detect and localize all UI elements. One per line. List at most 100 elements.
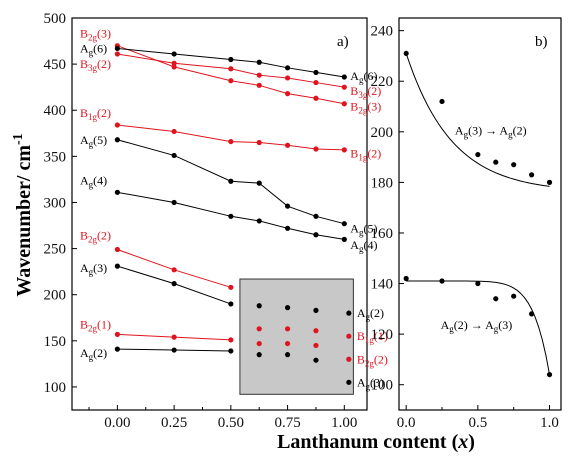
x-tick-label: 1.0: [540, 415, 559, 431]
x-tick-label: 0.25: [161, 415, 187, 431]
data-point: [171, 281, 177, 287]
y-tick-label: 250: [44, 242, 67, 258]
data-point: [529, 172, 535, 178]
data-point: [171, 267, 177, 273]
panel-a: 100 150 200 250 300 350 400 450 500 0.00 0.25 0.50 0…: [44, 11, 388, 431]
y-tick-label: 160: [371, 226, 394, 242]
y-tick-label: 220: [371, 74, 394, 90]
data-point: [171, 64, 177, 70]
inset-point: [256, 352, 262, 358]
data-point: [493, 296, 499, 302]
series-label-left: B3g(2): [80, 57, 111, 73]
inset-point: [313, 328, 319, 334]
series-label-left: Ag(4): [80, 173, 107, 189]
x-tick-label: 0.5: [468, 415, 487, 431]
transition-annotation: Ag(3) → Ag(2): [455, 123, 527, 139]
series-label-left: B1g(2): [80, 106, 111, 122]
legend-label: Ag(2): [357, 306, 384, 322]
inset-point: [313, 357, 319, 363]
data-point: [228, 78, 234, 84]
data-point: [228, 56, 234, 63]
y-tick-label: 100: [371, 378, 394, 394]
y-tick-label: 200: [44, 288, 67, 304]
data-point: [228, 213, 234, 219]
data-point: [546, 371, 553, 378]
data-point: [403, 50, 409, 57]
data-point: [256, 180, 262, 186]
series-label-left: B2g(2): [80, 229, 111, 245]
data-point: [341, 84, 347, 90]
panel-a-label: a): [337, 34, 349, 50]
y-tick-label: 400: [44, 103, 67, 119]
data-point: [475, 151, 481, 158]
data-point: [171, 334, 177, 340]
x-tick-label: 0.00: [104, 415, 130, 431]
data-point: [228, 284, 234, 290]
data-point: [228, 138, 234, 145]
y-tick-label: 200: [371, 125, 394, 141]
panel-b: 100 120 140 160 180 200 220 240 0.0 0.5 1.0 b) Ag(3)…: [371, 17, 562, 431]
data-point: [313, 69, 319, 76]
x-tick-label: 0.75: [274, 415, 300, 431]
series-line: [117, 124, 345, 151]
inset-point: [284, 305, 291, 311]
series-label-left: B2g(1): [80, 317, 111, 333]
data-point: [313, 79, 319, 86]
data-point: [228, 178, 234, 184]
data-point: [171, 152, 177, 159]
legend-marker: [346, 379, 352, 385]
inset-point: [313, 342, 319, 349]
data-point: [284, 91, 291, 97]
data-point: [475, 280, 481, 287]
series-label-left: Ag(6): [80, 41, 107, 57]
data-point: [256, 139, 262, 146]
x-tick-label: 0.50: [218, 415, 244, 431]
panel-a-frame: [71, 17, 368, 411]
data-point: [284, 75, 291, 81]
data-point: [284, 65, 291, 71]
data-point: [341, 101, 347, 107]
y-tick-label: 450: [44, 57, 67, 73]
data-point: [256, 82, 262, 88]
x-tick-label: 0.0: [397, 415, 416, 431]
legend-marker: [346, 356, 352, 362]
series-label-left: Ag(3): [80, 261, 107, 277]
data-point: [171, 60, 177, 66]
panel-b-label: b): [535, 34, 548, 50]
y-tick-label: 120: [371, 327, 394, 343]
series-label-right: Ag(4): [350, 238, 377, 254]
series-label-left: B2g(3): [80, 27, 111, 43]
series-label-left: Ag(5): [80, 133, 107, 149]
inset-box: [239, 278, 354, 395]
data-point: [313, 95, 319, 101]
legend-marker: [346, 310, 352, 316]
data-point: [511, 293, 517, 299]
data-point: [228, 337, 234, 343]
data-point: [341, 236, 347, 242]
transition-annotation: Ag(2) → Ag(3): [441, 318, 513, 334]
x-axis-title: Lanthanum content (x): [277, 431, 475, 453]
y-tick-label: 240: [371, 24, 394, 40]
data-point: [256, 59, 262, 65]
data-point: [403, 275, 409, 282]
data-point: [313, 213, 319, 219]
y-tick-label: 350: [44, 149, 67, 165]
legend-label: B2g(2): [357, 352, 388, 368]
inset-point: [284, 340, 291, 347]
data-point: [439, 98, 445, 105]
data-point: [284, 203, 291, 209]
data-point: [228, 348, 234, 354]
data-point: [114, 122, 120, 128]
inset-point: [256, 326, 262, 332]
data-point: [114, 246, 120, 253]
inset-point: [284, 352, 291, 358]
data-point: [228, 66, 234, 72]
series-label-right: B1g(2): [350, 147, 381, 163]
data-point: [341, 221, 347, 227]
legend-marker: [346, 333, 352, 339]
inset-point: [256, 340, 262, 347]
legend-label: Ag(3): [357, 375, 384, 391]
y-tick-label: 300: [44, 195, 67, 211]
data-point: [114, 346, 120, 352]
